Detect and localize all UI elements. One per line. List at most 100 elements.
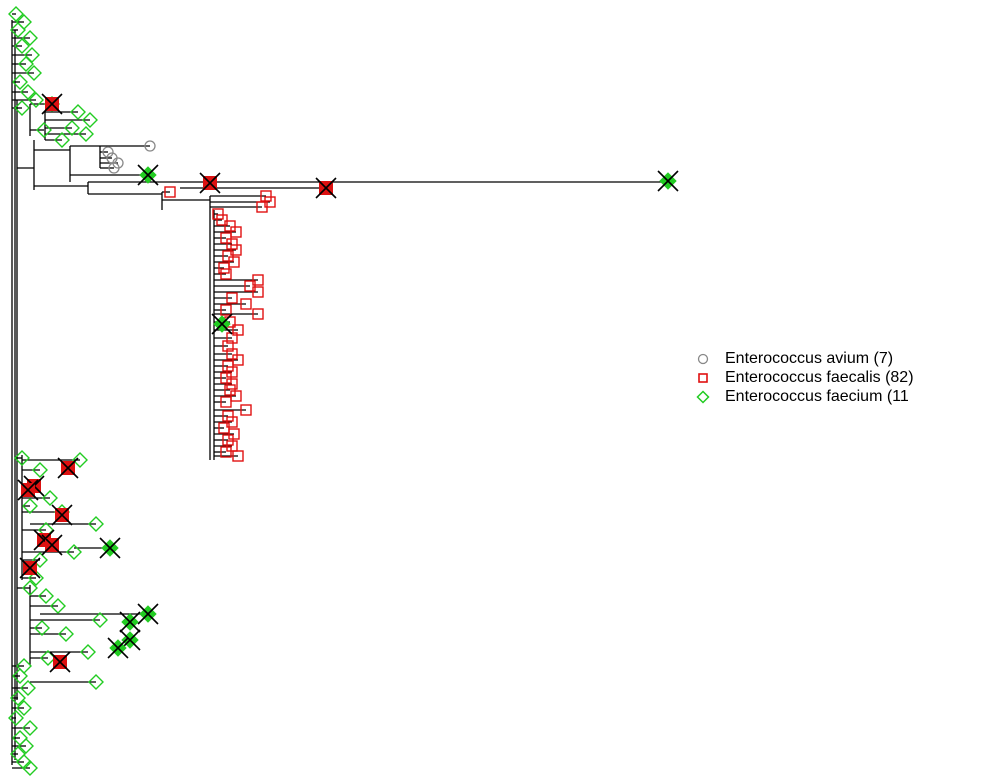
tip-faecalis <box>240 298 252 310</box>
highlight-cross <box>41 534 63 556</box>
tip-faecalis <box>220 446 232 458</box>
tip-faecium <box>28 570 44 586</box>
tip-faecium <box>32 552 48 568</box>
highlight-cross <box>51 504 73 526</box>
tip-faecium <box>64 120 80 136</box>
tip-faecium <box>14 100 30 116</box>
tip-faecium <box>10 22 26 38</box>
highlight-cross <box>107 637 129 659</box>
tip-faecalis <box>226 378 238 390</box>
tip-faecalis <box>220 304 232 316</box>
highlight-node <box>17 479 39 501</box>
tip-faecium <box>54 132 70 148</box>
highlight-node <box>99 537 121 559</box>
tip-faecalis <box>226 440 238 452</box>
tip-faecium <box>18 738 34 754</box>
highlight-node <box>211 313 233 335</box>
highlight-node <box>51 504 73 526</box>
tip-faecalis <box>226 292 238 304</box>
tip-faecalis <box>232 324 244 336</box>
tip-faecium <box>72 452 88 468</box>
highlighted-nodes <box>17 93 679 673</box>
tip-faecalis <box>222 250 234 262</box>
highlight-node <box>49 651 71 673</box>
circle-icon <box>697 353 709 365</box>
tip-faecalis <box>226 238 238 250</box>
tip-faecium <box>18 56 34 72</box>
tip-faecalis <box>240 404 252 416</box>
tip-faecium <box>26 65 42 81</box>
tip-faecium <box>82 112 98 128</box>
highlight-cross <box>137 603 159 625</box>
tip-faecalis <box>226 348 238 360</box>
tip-faecalis <box>220 268 232 280</box>
highlight-cross <box>119 611 141 633</box>
legend-label-faecium: Enterococcus faecium (11 <box>725 388 909 405</box>
highlight-cross <box>41 93 63 115</box>
highlight-node <box>137 164 159 186</box>
highlight-cross <box>33 529 55 551</box>
tip-avium <box>108 162 120 174</box>
tree-branches <box>11 13 668 769</box>
tip-faecalis <box>226 366 238 378</box>
tip-faecium <box>38 588 54 604</box>
tree-tips <box>8 6 276 776</box>
legend-label-faecalis: Enterococcus faecalis (82) <box>725 369 914 386</box>
tip-faecalis <box>260 190 272 202</box>
tip-faecalis <box>218 262 230 274</box>
tip-faecalis <box>230 226 242 238</box>
tip-faecium <box>28 92 44 108</box>
highlight-node <box>137 603 159 625</box>
tip-faecium <box>20 680 36 696</box>
highlight-cross <box>17 479 39 501</box>
tip-faecalis <box>232 450 244 462</box>
tip-faecalis <box>228 428 240 440</box>
highlight-node <box>41 93 63 115</box>
tip-faecalis <box>164 186 176 198</box>
tip-faecium <box>22 498 38 514</box>
tip-faecium <box>92 612 108 628</box>
tip-faecalis <box>226 416 238 428</box>
tip-faecium <box>42 490 58 506</box>
tip-faecium <box>14 38 30 54</box>
highlight-cross <box>211 313 233 335</box>
tip-avium <box>102 146 114 158</box>
tip-faecalis <box>244 280 256 292</box>
tip-faecalis <box>252 274 264 286</box>
tip-faecalis <box>222 340 234 352</box>
highlight-node <box>199 172 221 194</box>
tip-faecium <box>88 674 104 690</box>
tip-faecium <box>8 6 24 22</box>
tip-faecium <box>22 580 38 596</box>
tip-faecalis <box>220 232 232 244</box>
highlight-cross <box>657 170 679 192</box>
tip-avium <box>144 140 156 152</box>
tip-faecium <box>66 544 82 560</box>
tip-faecium <box>36 122 52 138</box>
tip-faecalis <box>220 396 232 408</box>
tip-faecium <box>32 462 48 478</box>
tip-faecalis <box>252 308 264 320</box>
highlight-node <box>41 534 63 556</box>
highlight-cross <box>57 457 79 479</box>
tip-faecalis <box>212 208 224 220</box>
tip-faecalis <box>222 410 234 422</box>
highlight-cross <box>99 537 121 559</box>
tip-faecalis <box>216 214 228 226</box>
tip-faecium <box>22 30 38 46</box>
tip-faecium <box>12 668 28 684</box>
tip-faecalis <box>224 220 236 232</box>
highlight-node <box>107 637 129 659</box>
tip-faecium <box>12 74 28 90</box>
tip-faecium <box>58 626 74 642</box>
diamond-icon <box>696 390 710 404</box>
tip-faecalis <box>218 422 230 434</box>
tip-faecium <box>88 516 104 532</box>
highlight-node <box>315 177 337 199</box>
highlight-node <box>657 170 679 192</box>
tip-faecalis <box>252 286 264 298</box>
tip-faecium <box>22 720 38 736</box>
tip-faecium <box>34 620 50 636</box>
tip-faecium <box>80 644 96 660</box>
